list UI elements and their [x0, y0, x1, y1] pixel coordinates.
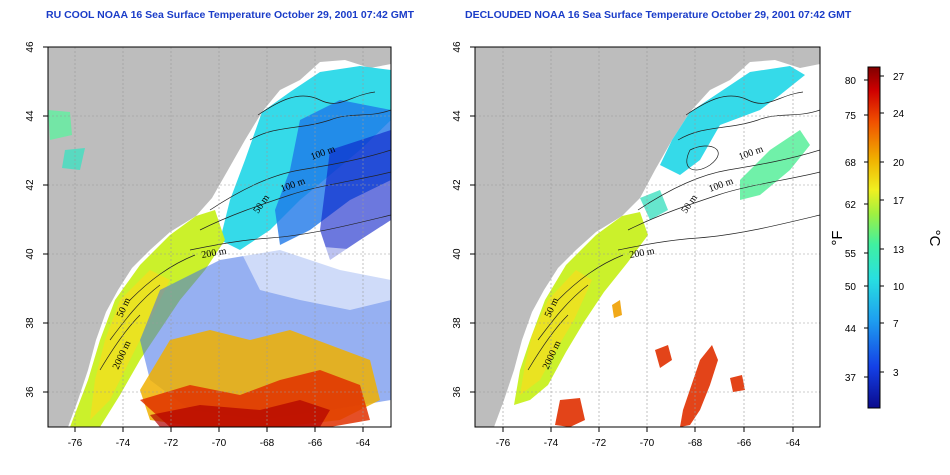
colorbar-f-tick: 50: [845, 282, 857, 293]
right-y-tick-label: 36: [452, 386, 463, 398]
colorbar-c-tick: 24: [893, 109, 905, 120]
left-x-tick-label: -70: [212, 438, 227, 449]
right-x-tick-label: -64: [786, 438, 801, 449]
right-y-tick-label: 42: [452, 179, 463, 191]
left-map-panel: 100 m 100 m 50 m 200 m 50 m 2000 m -76 -…: [25, 41, 392, 449]
right-x-tick-label: -76: [496, 438, 511, 449]
colorbar-f-tick: 80: [845, 76, 857, 87]
left-panel-title: RU COOL NOAA 16 Sea Surface Temperature …: [46, 9, 415, 21]
colorbar-f-tick: 75: [845, 111, 857, 122]
right-x-tick-label: -72: [592, 438, 607, 449]
left-sst-field: [48, 66, 391, 427]
left-y-tick-label: 40: [25, 248, 36, 260]
right-y-tick-label: 40: [452, 248, 463, 260]
right-contour-label-200m: 200 m: [629, 246, 656, 261]
right-land-mass: [475, 47, 820, 427]
right-y-tick-label: 38: [452, 317, 463, 329]
colorbar-celsius-label: °C: [926, 230, 943, 247]
colorbar-f-tick: 68: [845, 158, 857, 169]
colorbar-c-tick: 27: [893, 72, 905, 83]
colorbar-c-tick: 10: [893, 282, 905, 293]
right-gridlines: [475, 47, 820, 427]
colorbar-f-tick: 55: [845, 249, 857, 260]
colorbar-f-tick: 44: [845, 324, 857, 335]
colorbar-c-tick: 3: [893, 368, 899, 379]
colorbar-f-tick: 62: [845, 200, 857, 211]
left-x-tick-label: -76: [68, 438, 83, 449]
right-map-panel: 100 m 100 m 50 m 200 m 50 m 2000 m -76 -…: [452, 41, 821, 449]
right-x-axis: -76 -74 -72 -70 -68 -66 -64: [496, 427, 801, 449]
left-y-tick-label: 38: [25, 317, 36, 329]
colorbar-c-tick: 13: [893, 245, 905, 256]
left-contour-label-200m: 200 m: [201, 246, 228, 261]
colorbar-c-tick: 7: [893, 319, 899, 330]
left-x-tick-label: -68: [260, 438, 275, 449]
right-x-tick-label: -68: [688, 438, 703, 449]
colorbar-f-tick: 37: [845, 373, 857, 384]
right-bathymetry-contours: [527, 91, 820, 371]
right-y-tick-label: 44: [452, 110, 463, 122]
left-bathymetry-contours: [99, 91, 391, 371]
temperature-colorbar: 80 75 68 62 55 50 44 37 27 24 20 17 13 1…: [829, 66, 943, 409]
right-x-tick-label: -70: [640, 438, 655, 449]
left-y-axis: 36 38 40 42 44 46: [25, 41, 48, 398]
colorbar-c-tick: 17: [893, 196, 905, 207]
right-y-tick-label: 46: [452, 41, 463, 53]
colorbar-c-tick: 20: [893, 158, 905, 169]
right-panel-title: DECLOUDED NOAA 16 Sea Surface Temperatur…: [465, 9, 852, 21]
left-x-tick-label: -66: [308, 438, 323, 449]
colorbar-fahrenheit-label: °F: [829, 230, 846, 245]
left-x-tick-label: -64: [356, 438, 371, 449]
right-x-tick-label: -74: [544, 438, 559, 449]
left-land-mass: [48, 47, 391, 427]
left-y-tick-label: 36: [25, 386, 36, 398]
colorbar-gradient: [867, 66, 881, 409]
left-x-tick-label: -72: [164, 438, 179, 449]
left-y-tick-label: 44: [25, 110, 36, 122]
right-x-tick-label: -66: [737, 438, 752, 449]
right-y-axis: 36 38 40 42 44 46: [452, 41, 475, 398]
left-x-axis: -76 -74 -72 -70 -68 -66 -64: [68, 427, 371, 449]
left-x-tick-label: -74: [116, 438, 131, 449]
left-gridlines: [48, 47, 391, 427]
left-y-tick-label: 46: [25, 41, 36, 53]
left-y-tick-label: 42: [25, 179, 36, 191]
